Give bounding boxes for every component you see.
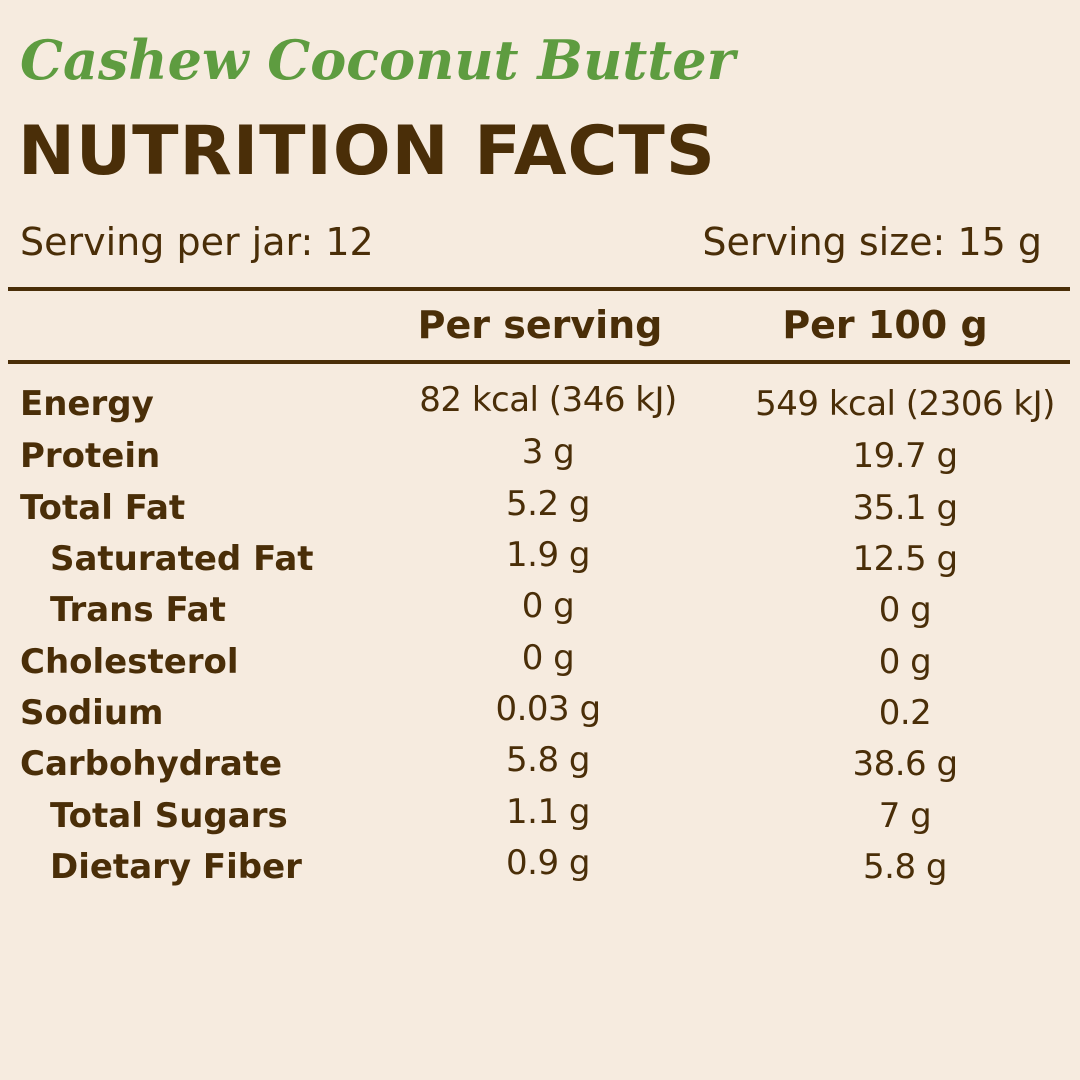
table-row: Saturated Fat 1.9 g 12.5 g — [0, 533, 1080, 583]
table-row: Dietary Fiber 0.9 g 5.8 g — [0, 841, 1080, 891]
table-row: Total Sugars 1.1 g 7 g — [0, 790, 1080, 840]
per-serving-value: 0 g — [521, 638, 575, 678]
per-serving-value: 0.9 g — [506, 843, 590, 883]
nutrient-label: Energy — [20, 384, 154, 424]
nutrient-label: Sodium — [20, 693, 164, 733]
table-row: Carbohydrate 5.8 g 38.6 g — [0, 738, 1080, 788]
column-header-per-serving: Per serving — [417, 303, 663, 347]
nutrient-label: Cholesterol — [20, 642, 239, 682]
serving-size: Serving size: 15 g — [702, 220, 1042, 264]
top-divider — [8, 287, 1070, 291]
per-100g-value: 0 g — [878, 642, 932, 682]
per-serving-value: 0.03 g — [495, 689, 601, 729]
per-100g-value: 5.8 g — [863, 847, 947, 887]
per-serving-value: 0 g — [521, 586, 575, 626]
per-serving-value: 1.9 g — [506, 535, 590, 575]
per-100g-value: 7 g — [878, 796, 932, 836]
per-serving-value: 1.1 g — [506, 792, 590, 832]
table-row: Total Fat 5.2 g 35.1 g — [0, 482, 1080, 532]
table-row: Cholesterol 0 g 0 g — [0, 636, 1080, 686]
per-100g-value: 12.5 g — [852, 539, 958, 579]
per-100g-value: 35.1 g — [852, 488, 958, 528]
column-header-per-100g: Per 100 g — [782, 303, 988, 347]
nutrient-label: Dietary Fiber — [50, 847, 302, 887]
nutrient-label: Total Sugars — [50, 796, 288, 836]
per-100g-value: 38.6 g — [852, 744, 958, 784]
per-serving-value: 5.2 g — [506, 484, 590, 524]
nutrient-label: Saturated Fat — [50, 539, 314, 579]
nutrient-label: Carbohydrate — [20, 744, 283, 784]
nutrient-label: Protein — [20, 436, 161, 476]
page-title: NUTRITION FACTS — [18, 112, 716, 191]
nutrient-label: Total Fat — [20, 488, 186, 528]
table-row: Energy 82 kcal (346 kJ) 549 kcal (2306 k… — [0, 378, 1080, 428]
per-100g-value: 549 kcal (2306 kJ) — [755, 384, 1055, 424]
per-100g-value: 19.7 g — [852, 436, 958, 476]
nutrient-label: Trans Fat — [50, 590, 226, 630]
table-row: Protein 3 g 19.7 g — [0, 430, 1080, 480]
per-serving-value: 5.8 g — [506, 740, 590, 780]
header-divider — [8, 360, 1070, 364]
per-100g-value: 0.2 — [878, 693, 932, 733]
serving-per-jar: Serving per jar: 12 — [20, 220, 374, 264]
table-row: Trans Fat 0 g 0 g — [0, 584, 1080, 634]
per-100g-value: 0 g — [878, 590, 932, 630]
per-serving-value: 82 kcal (346 kJ) — [419, 380, 677, 420]
per-serving-value: 3 g — [521, 432, 575, 472]
table-row: Sodium 0.03 g 0.2 — [0, 687, 1080, 737]
product-name: Cashew Coconut Butter — [20, 28, 736, 92]
